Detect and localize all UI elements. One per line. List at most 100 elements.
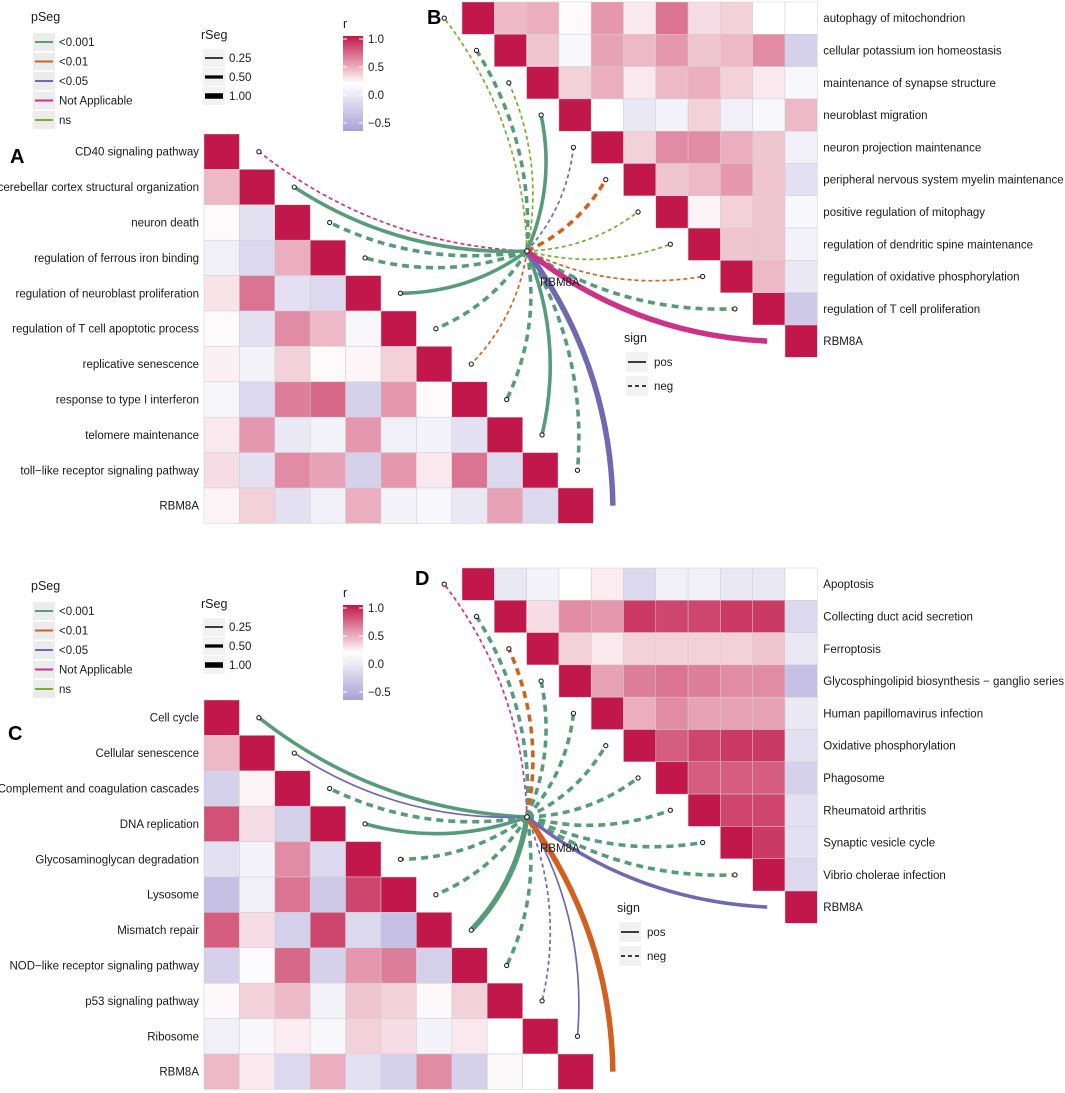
heatmap-cell — [380, 416, 417, 453]
row-label-cell-cycle: Cell cycle — [150, 713, 199, 725]
rseg-item: 0.50 — [229, 72, 251, 84]
heatmap-cell — [486, 487, 523, 524]
link-endpoint — [538, 112, 544, 118]
heatmap-cell — [345, 346, 382, 383]
heatmap-cell — [345, 381, 382, 418]
row-label-nod-like-receptor-signaling-pathway: NOD−like receptor signaling pathway — [9, 961, 199, 973]
link-endpoint — [667, 807, 673, 813]
panel-d-letter: D — [415, 568, 429, 590]
heatmap-cell — [380, 1018, 417, 1055]
heatmap-cell — [203, 841, 240, 878]
heatmap-cell — [752, 729, 786, 763]
heatmap-cell — [784, 567, 818, 601]
heatmap-cell — [345, 487, 382, 524]
heatmap-cell — [784, 664, 818, 698]
heatmap-cell — [720, 793, 753, 827]
heatmap-cell — [203, 346, 240, 383]
row-label-dna-replication: DNA replication — [120, 819, 199, 831]
heatmap-cell — [687, 664, 721, 698]
pseg-item: Not Applicable — [59, 665, 133, 677]
heatmap-cell — [655, 98, 689, 132]
heatmap-cell — [590, 1, 624, 35]
sign-item: pos — [654, 357, 673, 369]
heatmap-cell — [720, 729, 753, 763]
link-nod-like-receptor-signaling-pathway — [505, 816, 533, 967]
row-label-regulation-of-neuroblast-proliferation: regulation of neuroblast proliferation — [16, 288, 199, 300]
link-rbm8a — [524, 815, 616, 1072]
legend-bottom: pSeg <0.001 <0.01 <0.05 Not Applicable ns rSeg… — [31, 579, 391, 700]
heatmap-cell — [239, 1053, 276, 1090]
heatmap-cell — [309, 275, 346, 312]
link-cerebellar-cortex-structural-organization — [293, 185, 528, 254]
heatmap-cell — [345, 1018, 382, 1055]
heatmap-cell — [309, 1018, 346, 1055]
pseg-item: ns — [59, 115, 71, 127]
link-complement-and-coagulation-cascades — [328, 786, 528, 824]
link-human-papillomavirus-infection — [525, 713, 576, 819]
heatmap-cell — [203, 912, 240, 949]
link-endpoint — [441, 15, 447, 21]
heatmap-cell — [461, 1, 495, 35]
panel-d-links — [441, 581, 768, 909]
heatmap-cell — [784, 600, 818, 633]
heatmap-cell — [720, 1, 753, 35]
link-endpoint — [603, 743, 609, 749]
heatmap-cell — [239, 982, 276, 1019]
heatmap-cell — [590, 98, 624, 132]
heatmap-cell — [623, 130, 657, 164]
heatmap-cell — [274, 381, 311, 418]
heatmap-cell — [526, 1, 560, 35]
heatmap-cell — [345, 1053, 382, 1090]
heatmap-cell — [784, 66, 818, 100]
heatmap-cell — [309, 982, 346, 1019]
heatmap-cell — [752, 858, 786, 892]
heatmap-cell — [203, 275, 240, 312]
heatmap-cell — [486, 452, 523, 489]
heatmap-cell — [687, 227, 721, 261]
heatmap-cell — [486, 416, 523, 453]
heatmap-cell — [451, 381, 488, 418]
heatmap-cell — [687, 567, 721, 601]
heatmap-cell — [274, 805, 311, 842]
heatmap-cell — [655, 130, 689, 164]
heatmap-cell — [239, 452, 276, 489]
heatmap-cell — [203, 310, 240, 347]
row-label-rbm8a: RBM8A — [159, 501, 199, 513]
link-toll-like-receptor-signaling-pathway — [525, 250, 581, 471]
heatmap-cell — [720, 632, 753, 666]
heatmap-cell — [784, 1, 818, 35]
row-label-neuron-projection-maintenance: neuron projection maintenance — [823, 142, 981, 154]
heatmap-cell — [558, 600, 592, 633]
heatmap-cell — [784, 98, 818, 132]
heatmap-cell — [623, 98, 657, 132]
link-rbm8a — [524, 249, 616, 506]
heatmap-cell — [416, 416, 453, 453]
heatmap-cell — [720, 260, 753, 293]
heatmap-cell — [345, 947, 382, 984]
link-dna-replication — [364, 815, 528, 836]
heatmap-cell — [309, 416, 346, 453]
heatmap-cell — [416, 1053, 453, 1090]
heatmap-cell — [623, 696, 657, 730]
colorbar — [343, 605, 363, 700]
heatmap-cell — [558, 1, 592, 35]
link-regulation-of-dendritic-spine-maintenance — [526, 243, 671, 261]
rseg-item: 1.00 — [229, 91, 251, 103]
row-label-autophagy-of-mitochondrion: autophagy of mitochondrion — [823, 13, 965, 25]
heatmap-cell — [309, 381, 346, 418]
link-endpoint — [574, 467, 581, 473]
link-endpoint — [433, 892, 439, 898]
heatmap-cell — [451, 982, 488, 1019]
row-label-regulation-of-dendritic-spine-maintenance: regulation of dendritic spine maintenanc… — [823, 239, 1033, 251]
pseg-item: Not Applicable — [59, 96, 133, 108]
heatmap-cell — [752, 761, 786, 795]
heatmap-cell — [239, 487, 276, 524]
hub-point — [524, 814, 530, 820]
link-endpoint — [256, 715, 262, 721]
heatmap-cell — [752, 163, 786, 197]
heatmap-cell — [784, 632, 818, 666]
row-label-rbm8a: RBM8A — [159, 1067, 199, 1079]
heatmap-cell — [784, 826, 818, 859]
heatmap-cell — [526, 567, 560, 601]
heatmap-cell — [309, 487, 346, 524]
